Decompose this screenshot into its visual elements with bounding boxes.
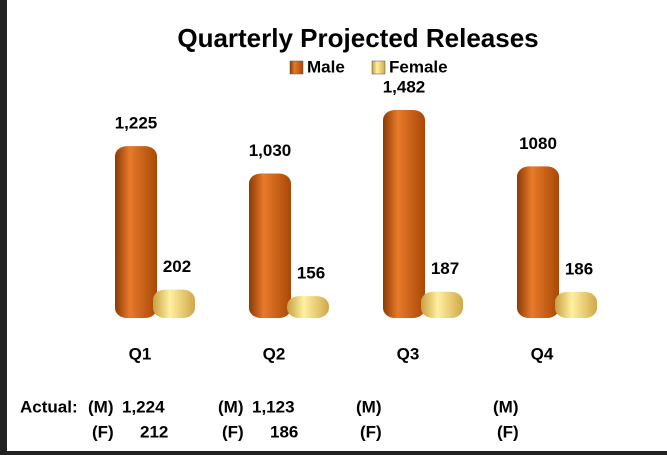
data-label: 1080 [519, 134, 557, 153]
bar [421, 291, 463, 318]
actual-male-marker: (M) [356, 397, 381, 416]
data-label: 187 [431, 259, 459, 278]
actual-female-value: 212 [140, 422, 168, 441]
data-label: 1,225 [115, 114, 158, 133]
actual-male-marker: (M) [218, 397, 243, 416]
actual-male-value: 1,123 [252, 397, 295, 416]
legend-label: Male [307, 57, 345, 76]
actual-label: Actual: [20, 397, 78, 416]
actual-female-marker: (F) [92, 422, 114, 441]
data-label: 156 [297, 264, 325, 283]
legend-swatch [371, 60, 386, 75]
data-label: 186 [565, 259, 593, 278]
actual-female-marker: (F) [360, 422, 382, 441]
bar [115, 146, 157, 318]
actual-female-marker: (F) [222, 422, 244, 441]
actual-female-marker: (F) [497, 422, 519, 441]
bar [383, 110, 425, 318]
bar [517, 166, 559, 318]
data-label: 1,030 [249, 141, 292, 160]
actual-male-marker: (M) [88, 397, 113, 416]
bar [153, 289, 195, 318]
chart-title: Quarterly Projected Releases [177, 23, 538, 53]
x-tick-label: Q1 [129, 344, 152, 363]
bar [555, 291, 597, 318]
x-tick-label: Q4 [531, 344, 554, 363]
actual-female-value: 186 [270, 422, 298, 441]
left-border [0, 0, 7, 455]
actual-male-value: 1,224 [122, 397, 165, 416]
x-tick-label: Q3 [397, 344, 420, 363]
legend-label: Female [389, 57, 448, 76]
bar [287, 296, 329, 318]
actual-male-marker: (M) [493, 397, 518, 416]
x-tick-label: Q2 [263, 344, 286, 363]
data-label: 202 [163, 257, 191, 276]
bottom-border [0, 451, 667, 455]
bar [249, 173, 291, 318]
data-label: 1,482 [383, 77, 426, 96]
legend-swatch [289, 60, 304, 75]
